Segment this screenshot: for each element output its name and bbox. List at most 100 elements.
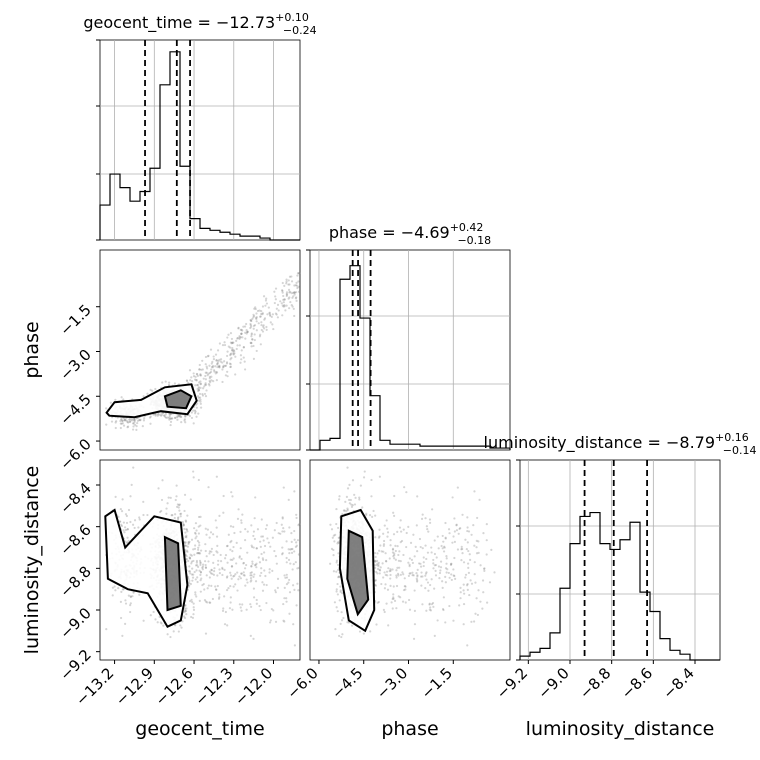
scatter-point (450, 573, 453, 576)
scatter-point (382, 576, 385, 579)
y-tick-label-phase: −6.0 (56, 435, 94, 473)
scatter-point (169, 417, 172, 420)
scatter-point (189, 582, 193, 586)
scatter-point (218, 358, 221, 361)
scatter-point (274, 555, 277, 558)
scatter-point (429, 606, 432, 609)
scatter-point (208, 384, 211, 387)
scatter-point (206, 374, 209, 377)
scatter-point (351, 479, 355, 482)
scatter-point (169, 412, 172, 416)
scatter-point (210, 365, 214, 369)
scatter-point (290, 280, 294, 283)
scatter-point (346, 508, 349, 512)
scatter-point (442, 550, 446, 553)
scatter-point (176, 517, 180, 520)
scatter-point (225, 354, 229, 358)
contour-level-1 (346, 529, 370, 617)
scatter-point (190, 562, 193, 565)
scatter-point (475, 539, 478, 542)
scatter-point (194, 410, 197, 413)
scatter-point (260, 571, 263, 575)
scatter-point (288, 526, 291, 529)
scatter-point (208, 550, 211, 553)
scatter-point (218, 514, 221, 517)
scatter-point (245, 563, 248, 567)
scatter-point (382, 550, 385, 553)
scatter-point (204, 566, 207, 569)
scatter-point (199, 402, 202, 405)
scatter-point (139, 418, 142, 421)
scatter-point (339, 622, 342, 626)
scatter-point (205, 574, 208, 577)
scatter-point (350, 624, 354, 627)
scatter-point (421, 513, 424, 516)
scatter-point (222, 494, 225, 498)
scatter-point (221, 380, 224, 384)
scatter-point (192, 606, 195, 609)
scatter-point (378, 535, 381, 538)
scatter-point (403, 486, 406, 489)
y-axis-label-phase: phase (21, 321, 43, 378)
scatter-point (336, 541, 340, 544)
scatter-point (105, 423, 108, 426)
scatter-point (197, 387, 200, 390)
scatter-point (233, 531, 236, 535)
scatter-point (130, 418, 133, 421)
scatter-point (128, 420, 131, 424)
scatter-point (169, 417, 172, 420)
scatter-point (251, 545, 254, 549)
scatter-point (392, 555, 395, 558)
x-tick-label-phase: −6.0 (283, 664, 321, 702)
scatter-point (493, 571, 496, 574)
scatter-point (339, 589, 342, 592)
scatter-point (197, 532, 201, 535)
scatter-point (290, 540, 293, 543)
scatter-point (261, 535, 265, 538)
scatter-point (466, 529, 469, 533)
scatter-point (199, 515, 202, 518)
scatter-point (229, 365, 232, 369)
scatter-point (229, 596, 232, 599)
scatter-point (207, 382, 210, 386)
scatter-point (461, 552, 464, 555)
scatter-point (244, 528, 247, 531)
scatter-point (429, 583, 432, 587)
scatter-point (445, 557, 448, 560)
scatter-point (240, 521, 243, 524)
scatter-point (409, 541, 413, 544)
scatter-point (252, 315, 256, 318)
scatter-point (210, 569, 213, 572)
scatter-point (452, 568, 455, 571)
scatter-point (447, 528, 451, 531)
scatter-point (194, 403, 198, 406)
scatter-point (236, 336, 240, 340)
scatter-point (241, 336, 244, 339)
scatter-point (251, 560, 254, 563)
scatter-point (237, 508, 240, 511)
scatter-point (194, 522, 198, 525)
scatter-point (270, 607, 273, 611)
scatter-point (297, 290, 301, 293)
scatter-point (204, 355, 208, 359)
x-axis-label-phase: phase (381, 718, 438, 740)
scatter-point (123, 531, 126, 534)
scatter-point (458, 604, 461, 607)
scatter-point (188, 565, 191, 568)
scatter-point (439, 566, 443, 569)
scatter-point (136, 419, 140, 422)
scatter-point (195, 595, 198, 598)
scatter-point (342, 616, 345, 620)
scatter-point (204, 566, 208, 569)
scatter-point (240, 609, 243, 612)
scatter-point (185, 613, 188, 616)
scatter-point (233, 352, 236, 355)
scatter-point (290, 551, 294, 555)
scatter-point (194, 384, 197, 387)
scatter-point (157, 487, 160, 490)
scatter-point (237, 326, 240, 329)
scatter-point (282, 527, 285, 530)
scatter-point (336, 610, 339, 613)
scatter-point (404, 588, 407, 591)
scatter-point (185, 544, 188, 548)
